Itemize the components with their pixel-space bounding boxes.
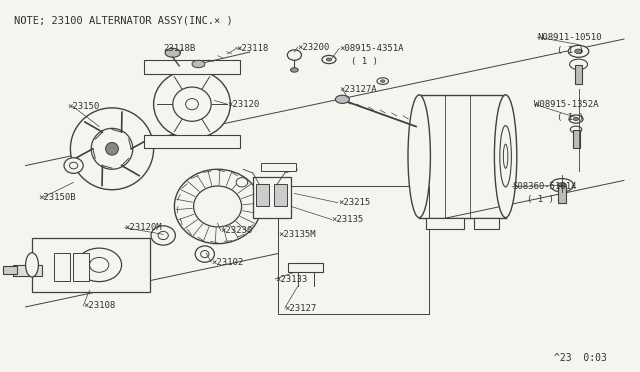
Circle shape: [557, 183, 566, 188]
Text: ×23120: ×23120: [227, 100, 259, 109]
Text: ×23127A: ×23127A: [339, 85, 377, 94]
Text: N08911-10510: N08911-10510: [538, 33, 602, 42]
Bar: [144, 60, 240, 74]
Text: ×23230: ×23230: [221, 226, 253, 235]
Text: S08360-51014: S08360-51014: [512, 182, 577, 191]
Text: ×23127: ×23127: [285, 304, 317, 312]
Text: ^23  0:03: ^23 0:03: [554, 353, 607, 363]
Ellipse shape: [106, 142, 118, 155]
Ellipse shape: [335, 95, 349, 103]
Text: NOTE; 23100 ALTERNATOR ASSY(INC.× ): NOTE; 23100 ALTERNATOR ASSY(INC.× ): [14, 16, 233, 25]
Text: ×23102: ×23102: [211, 258, 243, 267]
Text: ×23135M: ×23135M: [278, 230, 316, 239]
Ellipse shape: [380, 80, 385, 83]
Text: ( 1 ): ( 1 ): [351, 57, 378, 66]
Text: ( 1 ): ( 1 ): [557, 113, 584, 122]
Ellipse shape: [175, 169, 261, 244]
Bar: [144, 135, 240, 148]
Bar: [32, 238, 150, 292]
Ellipse shape: [322, 55, 336, 64]
Bar: [256, 184, 269, 206]
Ellipse shape: [64, 158, 83, 173]
Bar: [274, 184, 287, 206]
Ellipse shape: [69, 162, 78, 169]
Circle shape: [575, 49, 582, 54]
Bar: [426, 218, 464, 229]
Ellipse shape: [90, 257, 109, 272]
Bar: [575, 65, 582, 84]
Text: ×23108: ×23108: [83, 301, 115, 310]
Bar: [474, 218, 499, 229]
Text: ×23150B: ×23150B: [38, 193, 76, 202]
Ellipse shape: [77, 248, 122, 282]
Text: ×23118: ×23118: [237, 44, 269, 53]
Ellipse shape: [195, 246, 214, 262]
Text: ×23200: ×23200: [298, 43, 330, 52]
Text: ×23215: ×23215: [338, 198, 370, 207]
Ellipse shape: [287, 50, 301, 60]
Text: ×23133: ×23133: [275, 275, 307, 283]
Circle shape: [550, 179, 573, 192]
Text: ×23120M: ×23120M: [125, 223, 163, 232]
Text: ×23150: ×23150: [67, 102, 99, 110]
Bar: [558, 186, 566, 203]
Text: W08915-1352A: W08915-1352A: [534, 100, 599, 109]
Bar: [573, 130, 580, 148]
Ellipse shape: [291, 68, 298, 72]
Ellipse shape: [26, 253, 38, 277]
Text: ( 1 ): ( 1 ): [557, 46, 584, 55]
Ellipse shape: [70, 108, 154, 190]
Circle shape: [165, 48, 180, 57]
Ellipse shape: [504, 144, 508, 168]
Circle shape: [192, 60, 205, 68]
Text: ×08915-4351A: ×08915-4351A: [339, 44, 404, 53]
Bar: [261, 163, 296, 171]
Ellipse shape: [573, 118, 579, 121]
Ellipse shape: [377, 78, 388, 84]
Circle shape: [568, 45, 589, 57]
Bar: [54, 253, 70, 281]
Ellipse shape: [500, 126, 511, 187]
Ellipse shape: [201, 251, 209, 258]
Ellipse shape: [495, 95, 517, 218]
Ellipse shape: [151, 226, 175, 245]
Ellipse shape: [236, 178, 248, 187]
Bar: [13, 265, 42, 276]
Ellipse shape: [194, 186, 242, 227]
Bar: [3, 266, 17, 274]
Text: 23118B: 23118B: [163, 44, 195, 53]
Ellipse shape: [570, 126, 582, 133]
Ellipse shape: [92, 128, 133, 169]
Text: ( 1 ): ( 1 ): [527, 195, 554, 204]
Text: ×23135: ×23135: [332, 215, 364, 224]
Ellipse shape: [158, 231, 168, 240]
Bar: [73, 253, 89, 281]
Ellipse shape: [326, 58, 332, 61]
Ellipse shape: [154, 70, 230, 139]
Ellipse shape: [186, 99, 198, 110]
Bar: [288, 263, 323, 272]
Ellipse shape: [569, 115, 583, 123]
Ellipse shape: [173, 87, 211, 121]
Bar: [278, 186, 429, 314]
Circle shape: [570, 59, 588, 70]
Bar: [253, 177, 291, 218]
Ellipse shape: [408, 95, 431, 218]
